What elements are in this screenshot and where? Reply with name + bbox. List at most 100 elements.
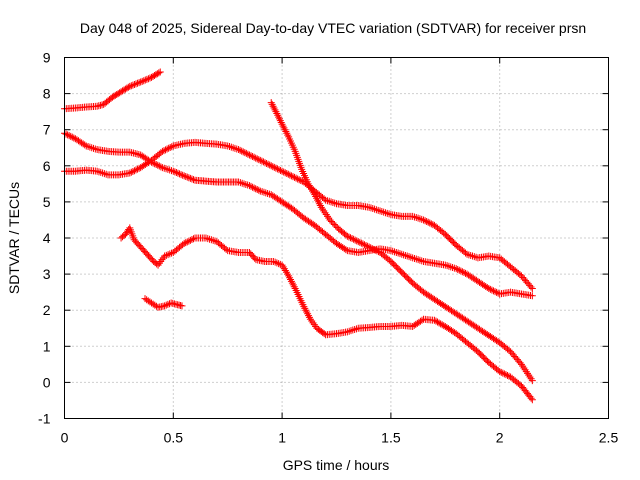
data-point-marker xyxy=(224,142,232,150)
data-point-marker xyxy=(305,182,313,190)
data-point-marker xyxy=(470,253,478,261)
data-point-marker xyxy=(126,82,134,90)
data-point-marker xyxy=(268,100,276,108)
y-tick-label: 0 xyxy=(43,374,51,390)
data-point-marker xyxy=(467,251,475,259)
data-point-marker xyxy=(172,169,180,177)
data-point-marker xyxy=(438,321,446,329)
data-point-marker xyxy=(283,129,291,137)
data-point-marker xyxy=(502,371,510,379)
data-point-marker xyxy=(238,179,246,187)
data-point-marker xyxy=(245,151,253,159)
data-point-marker xyxy=(398,250,406,258)
data-point-marker xyxy=(351,236,359,244)
data-point-marker xyxy=(357,239,365,247)
data-point-marker xyxy=(306,183,314,191)
data-point-marker xyxy=(421,217,429,225)
data-point-marker xyxy=(332,222,340,230)
data-point-marker xyxy=(345,327,353,335)
data-point-marker xyxy=(151,160,159,168)
series-track-f xyxy=(141,295,186,311)
data-point-marker xyxy=(309,319,317,327)
data-point-marker xyxy=(270,104,278,112)
data-point-marker xyxy=(483,284,491,292)
data-point-marker xyxy=(330,220,338,228)
data-point-marker xyxy=(528,292,536,300)
data-point-marker xyxy=(454,265,462,273)
data-point-marker xyxy=(157,257,165,265)
data-point-marker xyxy=(443,262,451,270)
data-point-marker xyxy=(99,169,107,177)
data-point-marker xyxy=(302,306,310,314)
data-point-marker xyxy=(281,266,289,274)
data-point-marker xyxy=(241,149,249,157)
data-point-marker xyxy=(297,176,305,184)
data-point-marker xyxy=(68,133,76,141)
data-point-marker xyxy=(343,232,351,240)
data-point-marker xyxy=(155,162,163,170)
series-track-c xyxy=(61,138,536,293)
data-point-marker xyxy=(289,173,297,181)
data-point-marker xyxy=(271,106,279,114)
data-point-marker xyxy=(284,270,292,278)
data-point-marker xyxy=(141,76,149,84)
data-point-marker xyxy=(273,259,281,267)
data-point-marker xyxy=(233,145,241,153)
data-point-marker xyxy=(351,325,359,333)
data-point-marker xyxy=(153,70,161,78)
data-point-marker xyxy=(169,167,177,175)
data-point-marker xyxy=(231,144,239,152)
data-point-marker xyxy=(435,319,443,327)
data-point-marker xyxy=(349,326,357,334)
data-point-marker xyxy=(307,185,315,193)
data-point-marker xyxy=(162,165,170,173)
data-point-marker xyxy=(491,288,499,296)
data-point-marker xyxy=(426,219,434,227)
data-point-marker xyxy=(424,218,432,226)
data-point-marker xyxy=(356,238,364,246)
data-point-marker xyxy=(455,266,463,274)
data-point-marker xyxy=(394,249,402,257)
data-point-marker xyxy=(279,122,287,130)
data-point-marker xyxy=(348,235,356,243)
data-point-marker xyxy=(178,302,186,310)
data-point-marker xyxy=(434,318,442,326)
data-point-marker xyxy=(132,166,140,174)
data-point-marker xyxy=(88,144,96,152)
data-point-marker xyxy=(158,256,166,264)
data-point-marker xyxy=(130,81,138,89)
data-point-marker xyxy=(258,188,266,196)
data-point-marker xyxy=(171,168,179,176)
data-point-marker xyxy=(176,170,184,178)
data-point-marker xyxy=(416,215,424,223)
data-point-marker xyxy=(418,257,426,265)
data-point-marker xyxy=(258,157,266,165)
data-point-marker xyxy=(93,167,101,175)
data-point-marker xyxy=(410,213,418,221)
data-point-marker xyxy=(445,262,453,270)
data-point-marker xyxy=(177,171,185,179)
data-point-marker xyxy=(329,219,337,227)
data-point-marker xyxy=(162,301,170,309)
data-point-marker xyxy=(82,142,90,150)
y-tick-label: 2 xyxy=(43,302,51,318)
data-point-marker xyxy=(282,128,290,136)
data-point-marker xyxy=(167,167,175,175)
data-point-marker xyxy=(372,206,380,214)
data-point-marker xyxy=(500,370,508,378)
data-point-marker xyxy=(275,166,283,174)
data-point-marker xyxy=(108,93,116,101)
data-point-marker xyxy=(414,214,422,222)
data-series xyxy=(61,68,536,404)
data-point-marker xyxy=(158,147,166,155)
data-point-marker xyxy=(163,145,171,153)
grid-lines xyxy=(64,57,609,419)
data-point-marker xyxy=(162,146,170,154)
data-point-marker xyxy=(259,158,267,166)
data-point-marker xyxy=(310,189,318,197)
data-point-marker xyxy=(488,286,496,294)
data-point-marker xyxy=(313,194,321,202)
data-point-marker xyxy=(322,196,330,204)
y-tick-label: 6 xyxy=(43,158,51,174)
data-point-marker xyxy=(154,161,162,169)
